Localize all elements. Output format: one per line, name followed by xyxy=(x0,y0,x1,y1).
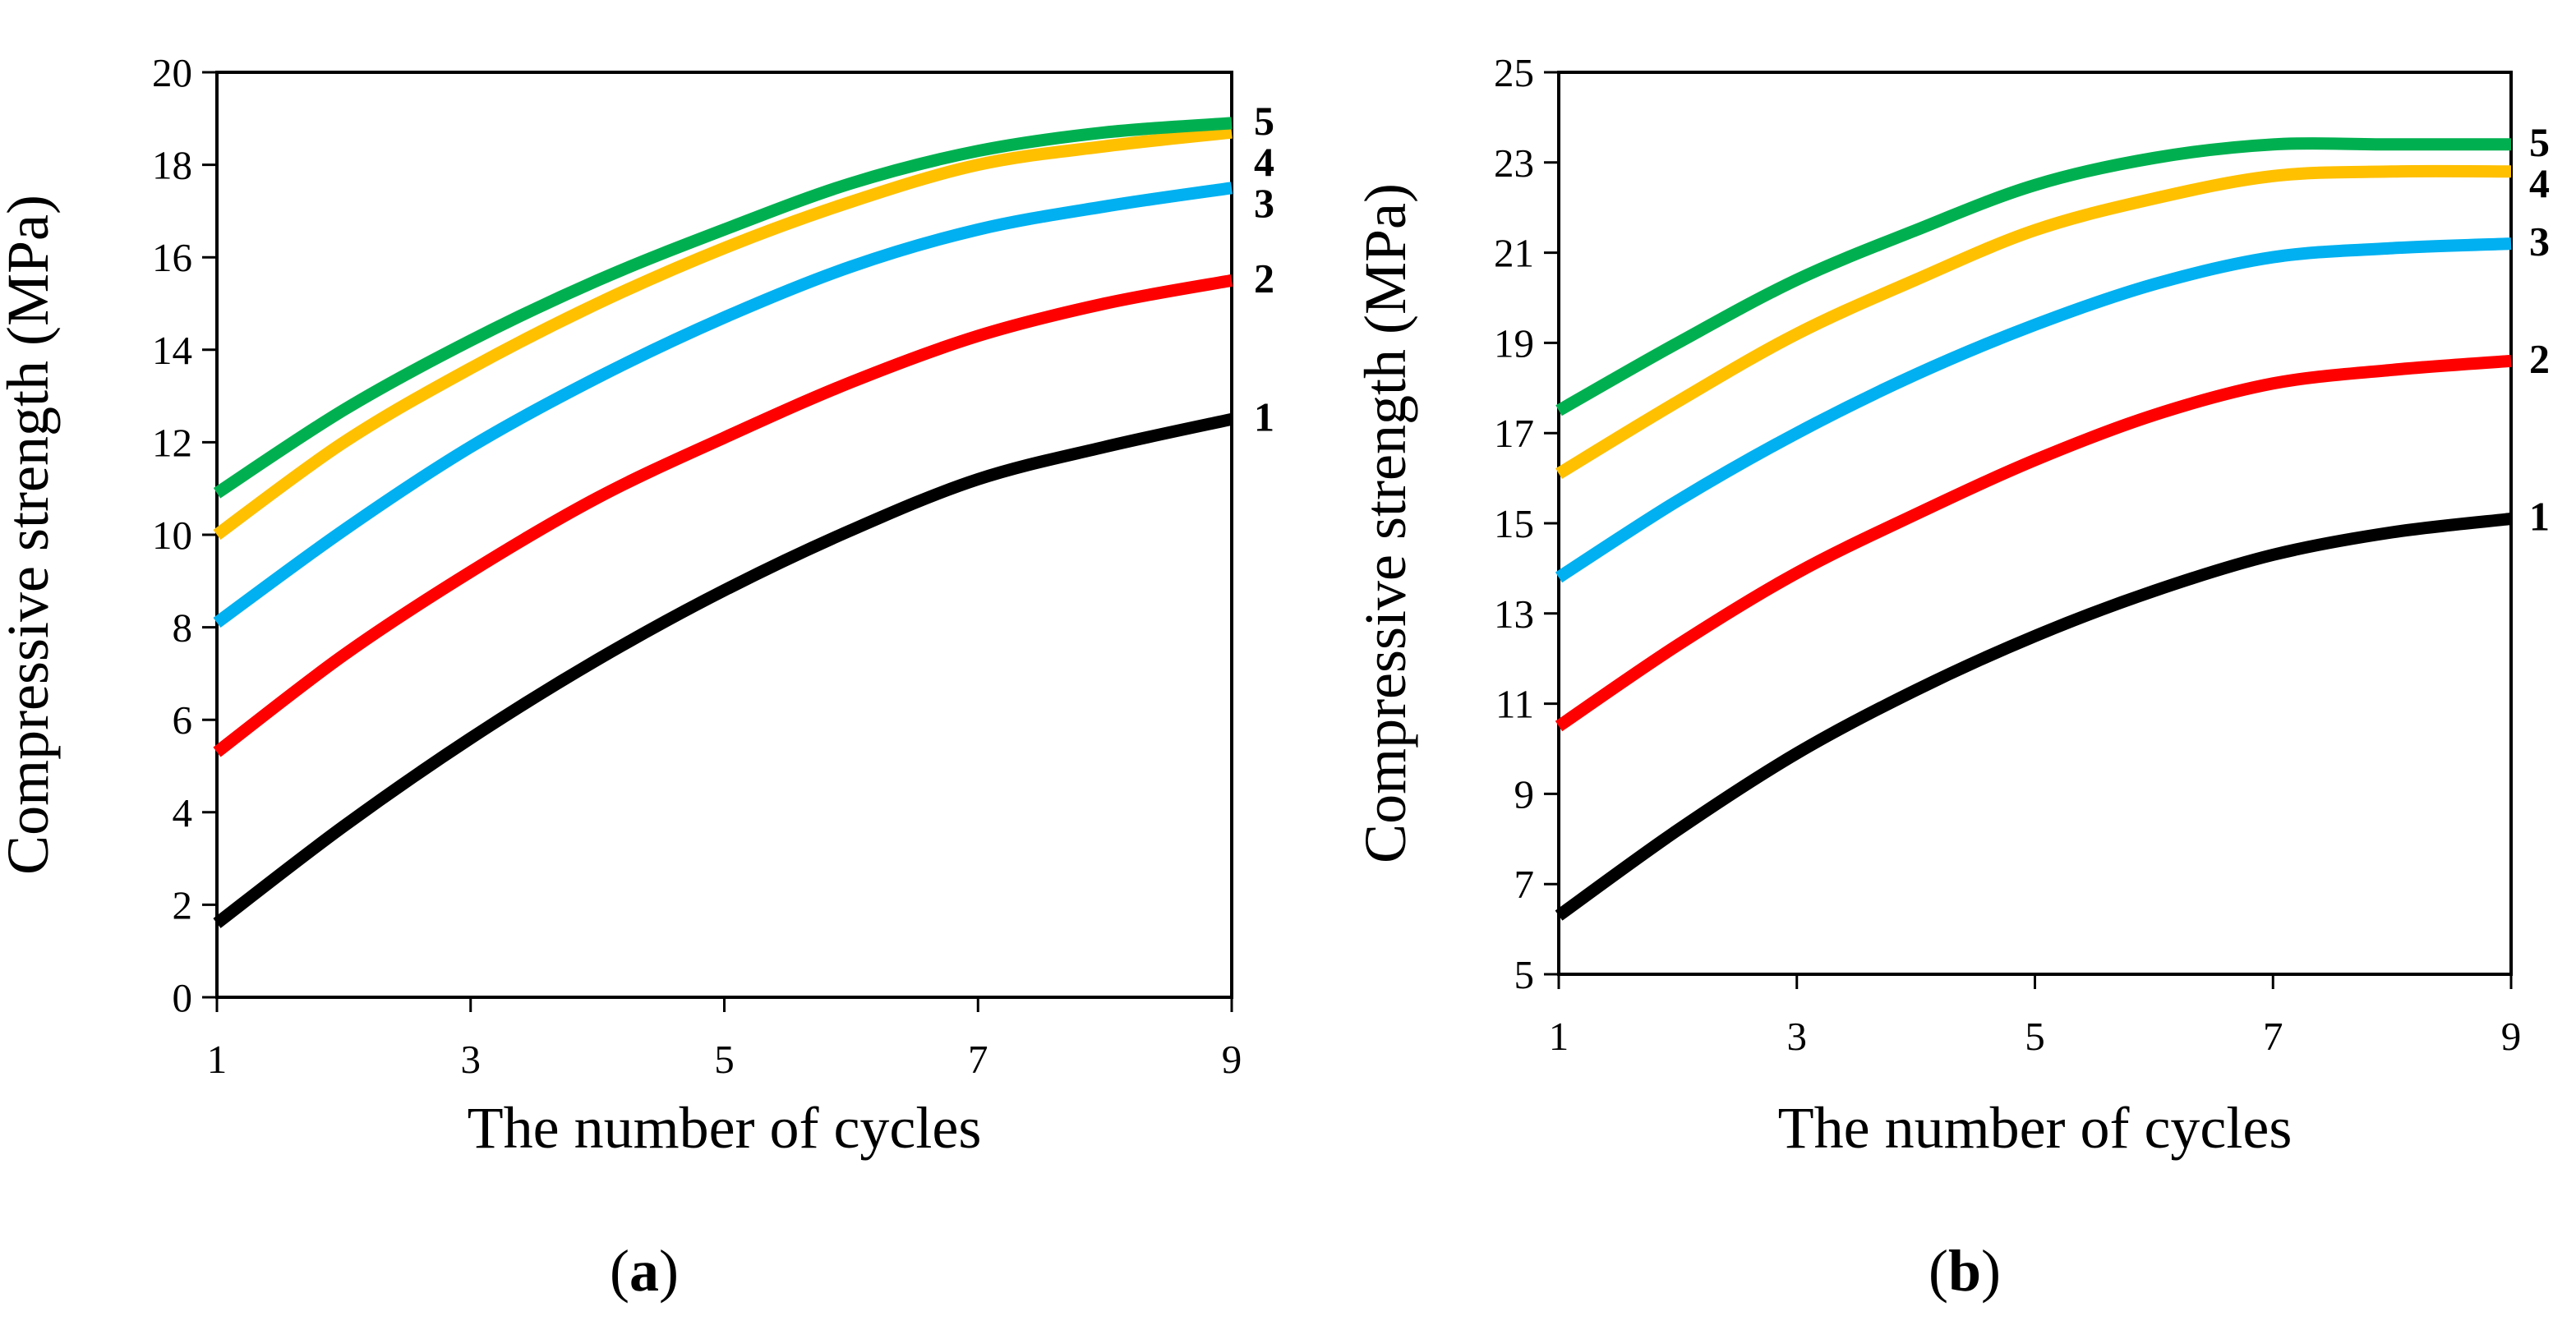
series-label-2: 2 xyxy=(1254,255,1274,301)
x-tick-label: 7 xyxy=(2263,1014,2283,1059)
y-tick-label: 13 xyxy=(1494,591,1534,637)
y-tick-label: 15 xyxy=(1494,501,1534,546)
series-label-4: 4 xyxy=(1254,139,1274,185)
y-axis-title: Compressive strength (MPa) xyxy=(1353,183,1418,863)
x-axis-title: The number of cycles xyxy=(1778,1095,2293,1161)
y-tick-label: 4 xyxy=(173,790,193,835)
x-axis-title: The number of cycles xyxy=(468,1095,982,1161)
y-tick-label: 9 xyxy=(1514,771,1535,817)
y-tick-label: 8 xyxy=(173,605,193,651)
y-tick-label: 18 xyxy=(152,143,192,188)
x-tick-label: 5 xyxy=(2025,1014,2045,1059)
y-tick-label: 20 xyxy=(152,50,192,95)
x-tick-label: 9 xyxy=(1222,1037,1242,1082)
y-tick-label: 6 xyxy=(173,697,193,743)
y-tick-label: 16 xyxy=(152,235,192,280)
y-tick-label: 7 xyxy=(1514,862,1535,907)
y-tick-label: 19 xyxy=(1494,320,1534,366)
y-tick-label: 23 xyxy=(1494,140,1534,186)
series-label-5: 5 xyxy=(2529,119,2550,165)
series-label-5: 5 xyxy=(1254,98,1274,144)
panel-label-b: (b) xyxy=(1929,1238,2001,1304)
series-line-3 xyxy=(213,182,1233,628)
x-tick-label: 1 xyxy=(1549,1014,1569,1059)
series-line-1 xyxy=(1555,513,2512,921)
y-tick-label: 12 xyxy=(152,420,192,465)
series-line-5 xyxy=(1555,137,2511,416)
y-tick-label: 14 xyxy=(152,328,192,373)
x-tick-label: 3 xyxy=(1787,1014,1808,1059)
series-line-5 xyxy=(213,117,1233,499)
x-tick-label: 5 xyxy=(714,1037,735,1082)
panel-label-a: (a) xyxy=(610,1238,679,1304)
series-label-1: 1 xyxy=(2529,494,2550,540)
x-tick-label: 9 xyxy=(2501,1014,2522,1059)
x-tick-label: 3 xyxy=(461,1037,482,1082)
series-line-2 xyxy=(213,274,1233,757)
y-tick-label: 5 xyxy=(1514,952,1535,997)
y-tick-label: 2 xyxy=(173,882,193,927)
series-label-1: 1 xyxy=(1254,393,1274,439)
series-line-2 xyxy=(1555,354,2512,732)
series-label-3: 3 xyxy=(1254,180,1274,226)
series-line-1 xyxy=(213,412,1233,928)
series-line-3 xyxy=(1555,237,2512,583)
series-label-3: 3 xyxy=(2529,219,2550,265)
series-label-2: 2 xyxy=(2529,335,2550,381)
plot-frame xyxy=(1557,71,2513,976)
y-tick-label: 10 xyxy=(152,513,192,558)
series-label-4: 4 xyxy=(2529,160,2550,206)
x-tick-label: 1 xyxy=(207,1037,228,1082)
y-tick-label: 0 xyxy=(173,975,193,1020)
y-axis-title: Compressive strength (MPa) xyxy=(0,195,61,875)
x-tick-label: 7 xyxy=(968,1037,988,1082)
y-tick-label: 17 xyxy=(1494,411,1534,456)
y-tick-label: 21 xyxy=(1494,231,1534,276)
series-line-4 xyxy=(1555,164,2512,480)
y-tick-label: 11 xyxy=(1495,682,1534,727)
series-line-4 xyxy=(213,126,1233,541)
y-tick-label: 25 xyxy=(1494,50,1534,95)
